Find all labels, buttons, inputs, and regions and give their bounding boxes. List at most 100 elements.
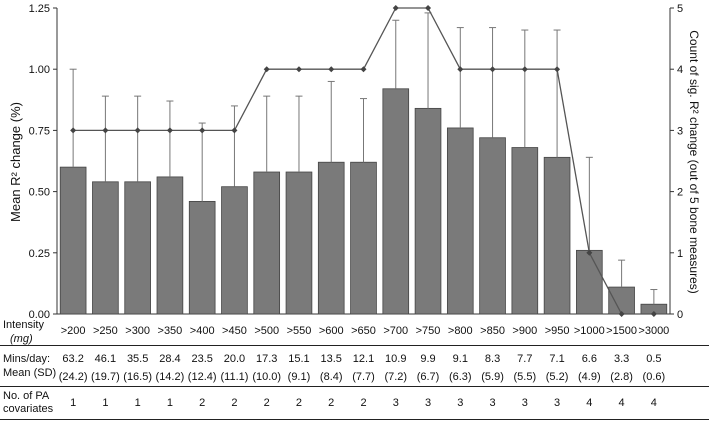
data-table: 63.2 46.1 35.5 28.4 23.5 20.0 17.3 15.1 13.5 12.1… bbox=[59, 353, 665, 409]
covariates-cell: 4 bbox=[651, 397, 657, 409]
count-point bbox=[70, 127, 77, 134]
x-tick-label: >900 bbox=[512, 325, 537, 337]
right-y-axis: 0 1 2 3 4 5 bbox=[669, 3, 683, 321]
mins-mean-cell: 10.9 bbox=[385, 353, 406, 365]
count-point bbox=[392, 5, 399, 11]
x-tick-label: >1500 bbox=[606, 325, 637, 337]
covariates-cell: 1 bbox=[102, 397, 108, 409]
bar-series bbox=[59, 88, 668, 315]
count-point bbox=[102, 127, 109, 134]
covariates-cell: 3 bbox=[522, 397, 528, 409]
mins-mean-cell: 46.1 bbox=[95, 353, 116, 365]
mins-mean-cell: 35.5 bbox=[127, 353, 148, 365]
covariates-cell: 3 bbox=[457, 397, 463, 409]
covariates-cell: 2 bbox=[264, 397, 270, 409]
right-tick-label: 3 bbox=[677, 125, 683, 137]
covariates-cell: 4 bbox=[619, 397, 625, 409]
left-tick-label: 0.50 bbox=[29, 187, 50, 199]
count-point bbox=[295, 66, 302, 73]
mins-mean-cell: 15.1 bbox=[288, 353, 309, 365]
bar bbox=[317, 161, 345, 315]
x-tick-label: >750 bbox=[416, 325, 441, 337]
x-tick-label: >350 bbox=[158, 325, 183, 337]
count-point bbox=[618, 311, 625, 317]
x-tick-label: >550 bbox=[287, 325, 312, 337]
covariates-cell: 3 bbox=[393, 397, 399, 409]
left-tick-label: 0.25 bbox=[29, 248, 50, 260]
error-bars bbox=[69, 12, 658, 305]
covariates-cell: 3 bbox=[425, 397, 431, 409]
mins-mean-cell: 17.3 bbox=[256, 353, 277, 365]
mins-mean-cell: 7.7 bbox=[517, 353, 532, 365]
bar bbox=[382, 88, 410, 315]
mins-sd-cell: (19.7) bbox=[91, 371, 120, 383]
left-tick-label: 0.00 bbox=[29, 309, 50, 321]
mins-mean-cell: 3.3 bbox=[614, 353, 629, 365]
mins-sd-cell: (0.6) bbox=[643, 371, 666, 383]
left-tick-label: 1.25 bbox=[29, 3, 50, 15]
x-tick-label: >700 bbox=[383, 325, 408, 337]
x-tick-label: >600 bbox=[319, 325, 344, 337]
x-tick-label: >3000 bbox=[638, 325, 669, 337]
mins-sd-cell: (12.4) bbox=[188, 371, 217, 383]
x-tick-label: >950 bbox=[545, 325, 570, 337]
mins-sd-cell: (8.4) bbox=[320, 371, 343, 383]
covariates-label-2: covariates bbox=[3, 403, 54, 415]
x-tick-label: >200 bbox=[61, 325, 86, 337]
mins-sd-cell: (24.2) bbox=[59, 371, 88, 383]
covariates-cell: 1 bbox=[135, 397, 141, 409]
mins-sd-cell: (9.1) bbox=[288, 371, 311, 383]
mins-mean-cell: 9.1 bbox=[453, 353, 468, 365]
bar bbox=[608, 286, 635, 315]
mins-sd-cell: (10.0) bbox=[252, 371, 281, 383]
table-divider-3 bbox=[0, 419, 709, 420]
count-point bbox=[166, 127, 173, 134]
left-tick-label: 1.00 bbox=[29, 64, 50, 76]
intensity-unit: (mg) bbox=[10, 333, 33, 345]
covariates-cell: 2 bbox=[360, 397, 366, 409]
y-axis-title-left: Mean R² change (%) bbox=[8, 102, 23, 222]
bar bbox=[350, 161, 377, 315]
count-line-series bbox=[70, 5, 657, 317]
x-tick-label: >650 bbox=[351, 325, 376, 337]
mins-mean-cell: 63.2 bbox=[62, 353, 83, 365]
covariates-cell: 2 bbox=[231, 397, 237, 409]
count-point bbox=[554, 66, 561, 73]
bar bbox=[188, 200, 216, 315]
bar bbox=[156, 176, 184, 315]
right-tick-label: 1 bbox=[677, 248, 683, 260]
mins-mean-cell: 6.6 bbox=[582, 353, 597, 365]
mins-mean-cell: 13.5 bbox=[321, 353, 342, 365]
intensity-label: Intensity bbox=[3, 319, 44, 331]
bar bbox=[511, 147, 539, 315]
mins-sd-cell: (5.2) bbox=[546, 371, 569, 383]
covariates-cell: 3 bbox=[489, 397, 495, 409]
mean-sd-label: Mean (SD) bbox=[3, 367, 57, 379]
bar bbox=[446, 127, 474, 315]
right-tick-label: 2 bbox=[677, 187, 683, 199]
bar bbox=[124, 181, 151, 315]
x-tick-label: >800 bbox=[448, 325, 473, 337]
mins-mean-cell: 20.0 bbox=[224, 353, 245, 365]
x-tick-label: >850 bbox=[480, 325, 505, 337]
mins-mean-cell: 0.5 bbox=[646, 353, 661, 365]
bar bbox=[479, 137, 506, 315]
count-point bbox=[586, 249, 593, 256]
bar bbox=[543, 156, 571, 315]
x-tick-label: >250 bbox=[93, 325, 118, 337]
right-tick-label: 5 bbox=[677, 3, 683, 15]
right-tick-label: 0 bbox=[677, 309, 683, 321]
bar bbox=[414, 107, 442, 315]
count-point bbox=[457, 66, 464, 73]
x-tick-label: >300 bbox=[125, 325, 150, 337]
covariates-cell: 4 bbox=[586, 397, 592, 409]
count-point bbox=[199, 127, 206, 134]
mins-mean-cell: 8.3 bbox=[485, 353, 500, 365]
mins-mean-cell: 28.4 bbox=[159, 353, 180, 365]
covariates-cell: 1 bbox=[167, 397, 173, 409]
mins-mean-cell: 9.9 bbox=[420, 353, 435, 365]
left-tick-label: 0.75 bbox=[29, 125, 50, 137]
y-axis-title-right: Count of sig. R² change (out of 5 bone m… bbox=[687, 30, 701, 293]
count-point bbox=[134, 127, 141, 134]
